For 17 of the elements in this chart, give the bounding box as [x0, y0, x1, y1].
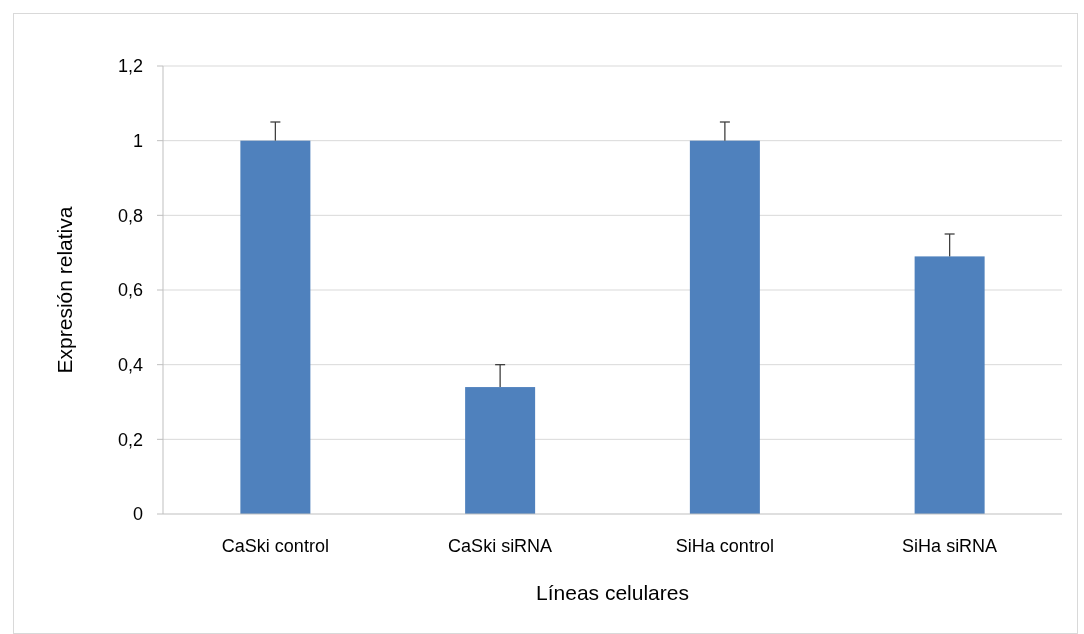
bar: [465, 387, 536, 514]
bar: [240, 140, 311, 514]
y-tick-label: 1,2: [117, 56, 143, 77]
x-tick-label: CaSki control: [221, 536, 329, 556]
y-tick-label: 0,2: [117, 429, 143, 450]
bar: [914, 256, 985, 514]
y-tick-label: 0,8: [117, 205, 143, 226]
y-axis-title: Expresión relativa: [53, 206, 76, 374]
y-tick-label: 0: [132, 504, 143, 525]
y-tick-label: 1: [132, 130, 143, 151]
y-tick-label: 0,6: [117, 280, 143, 301]
x-axis-title: Líneas celulares: [536, 581, 689, 604]
x-tick-label: CaSki siRNA: [448, 536, 553, 556]
y-tick-label: 0,4: [117, 354, 143, 375]
bar: [689, 140, 760, 514]
x-tick-label: SiHa siRNA: [902, 536, 998, 556]
x-tick-label: SiHa control: [675, 536, 774, 556]
